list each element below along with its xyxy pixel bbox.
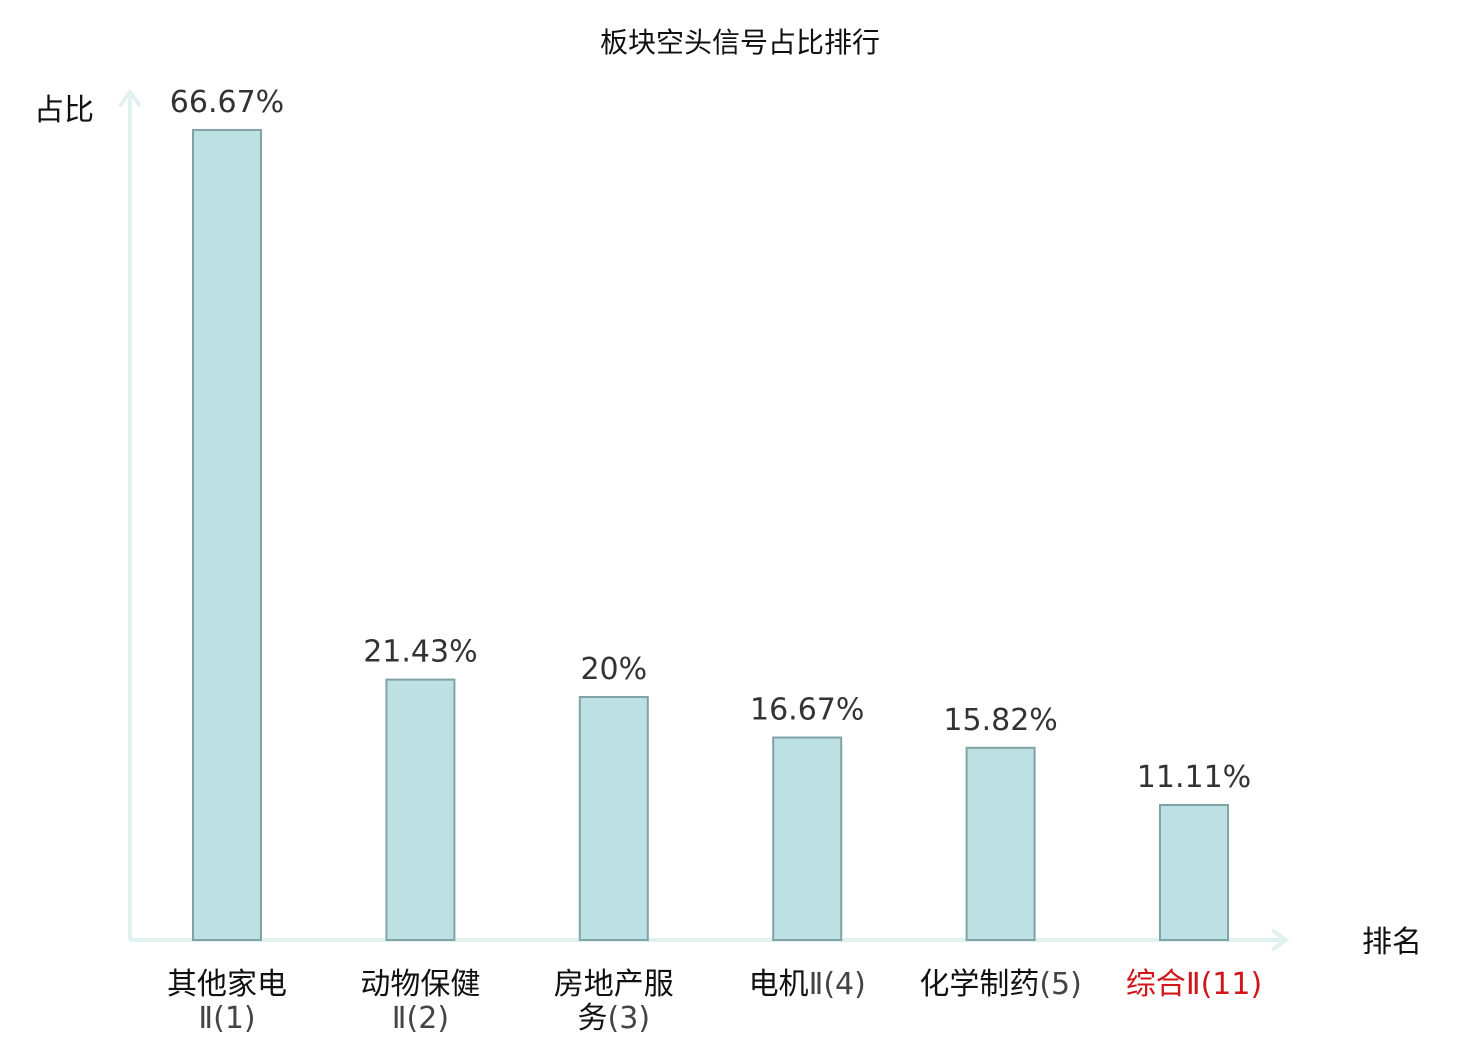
value-label-4: 16.67% bbox=[750, 693, 864, 728]
category-label-4: 电机Ⅱ(4) bbox=[749, 967, 866, 1002]
bars-group bbox=[192, 129, 1229, 941]
category-label-1: 其他家电 Ⅱ(1) bbox=[167, 967, 287, 1036]
value-label-1: 66.67% bbox=[170, 85, 284, 120]
category-name: 电机 bbox=[749, 967, 809, 1002]
chart-title: 板块空头信号占比排行 bbox=[600, 26, 880, 59]
value-labels-group: 66.67% 21.43% 20% 16.67% 15.82% 11.11% bbox=[170, 85, 1251, 795]
value-label-6: 11.11% bbox=[1137, 760, 1251, 795]
category-name: 房地产服 bbox=[554, 967, 674, 1002]
y-axis: 占比 bbox=[34, 88, 142, 940]
value-label-3: 20% bbox=[580, 652, 647, 687]
category-second-line: Ⅱ(1) bbox=[198, 1001, 255, 1036]
category-name: 化学制药 bbox=[919, 967, 1039, 1002]
category-label-3: 房地产服务(3) bbox=[554, 967, 674, 1036]
bar-6 bbox=[1159, 804, 1229, 941]
category-second-line: 务(3) bbox=[578, 1001, 651, 1036]
bar-4 bbox=[772, 736, 843, 941]
category-labels-group: 其他家电 Ⅱ(1)动物保健 Ⅱ(2)房地产服务(3)电机Ⅱ(4) 化学制药(5) 综合Ⅱ… bbox=[167, 967, 1262, 1036]
bar-3 bbox=[578, 696, 649, 941]
category-name: 其他家电 bbox=[167, 967, 287, 1002]
bar-1 bbox=[192, 129, 262, 941]
category-rank: Ⅱ(2) bbox=[392, 1001, 449, 1036]
category-rank: (5) bbox=[1039, 967, 1082, 1002]
category-rank: Ⅱ(1) bbox=[198, 1001, 255, 1036]
category-label-2: 动物保健 Ⅱ(2) bbox=[360, 967, 480, 1036]
category-label-5: 化学制药(5) bbox=[919, 967, 1082, 1002]
x-axis-arrow bbox=[1270, 928, 1290, 952]
category-rank: Ⅱ(11) bbox=[1186, 967, 1262, 1002]
y-axis-arrow bbox=[118, 88, 142, 108]
category-name: 综合 bbox=[1126, 967, 1186, 1002]
y-axis-label: 占比 bbox=[34, 93, 94, 128]
value-label-2: 21.43% bbox=[363, 635, 477, 670]
value-label-5: 15.82% bbox=[943, 703, 1057, 738]
bar-2 bbox=[385, 678, 456, 941]
category-rank: Ⅱ(4) bbox=[809, 967, 866, 1002]
x-axis-label: 排名 bbox=[1362, 925, 1422, 960]
category-rank: (3) bbox=[608, 1001, 651, 1036]
category-second-line: Ⅱ(2) bbox=[392, 1001, 449, 1036]
x-axis: 排名 bbox=[130, 925, 1422, 960]
bar-5 bbox=[965, 746, 1036, 941]
category-name: 动物保健 bbox=[360, 967, 480, 1002]
category-label-6: 综合Ⅱ(11) bbox=[1126, 967, 1262, 1002]
